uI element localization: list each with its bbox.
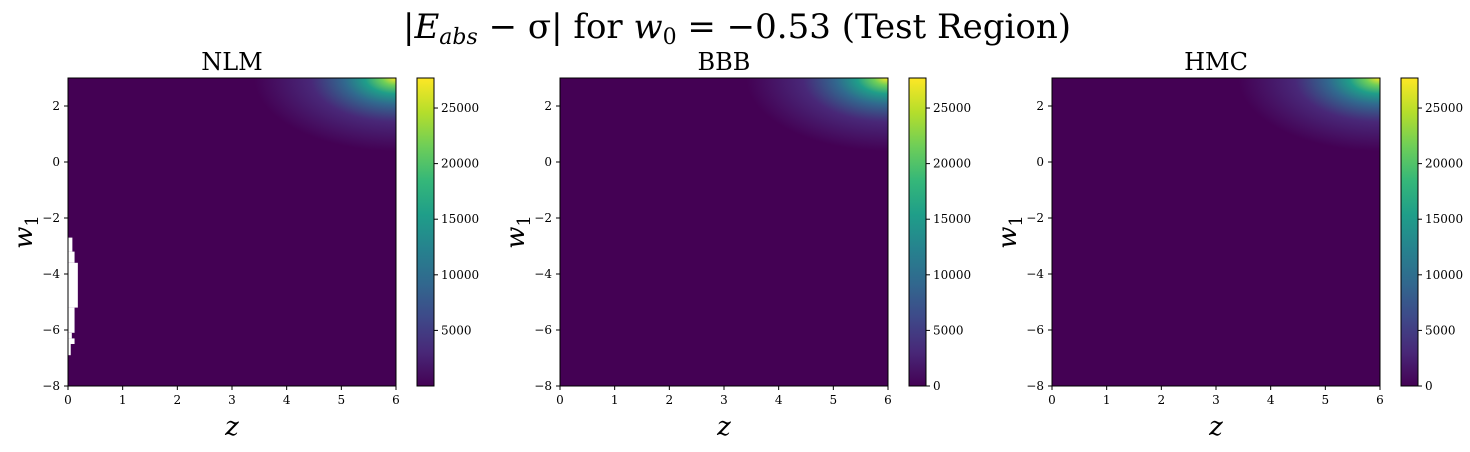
x-tick-label: 4 xyxy=(775,393,783,407)
colorbar-tick-label: 20000 xyxy=(933,157,971,171)
y-axis-label: w1 xyxy=(9,215,43,249)
colorbar-frame xyxy=(1400,77,1419,387)
x-tick-label: 1 xyxy=(119,393,127,407)
y-tick-label: 0 xyxy=(544,155,552,169)
colorbar-tick-label: 10000 xyxy=(441,268,479,282)
x-tick-label: 2 xyxy=(1158,393,1166,407)
x-tick-label: 5 xyxy=(830,393,838,407)
colorbar-frame xyxy=(416,77,435,387)
nan-patch xyxy=(68,262,78,308)
x-tick-label: 1 xyxy=(611,393,619,407)
x-tick-label: 3 xyxy=(1212,393,1220,407)
x-tick-label: 4 xyxy=(1267,393,1275,407)
heatmap-peak-region xyxy=(560,78,888,386)
nan-patch xyxy=(68,251,75,263)
colorbar-tick-label: 25000 xyxy=(933,101,971,115)
colorbar-tick-label: 0 xyxy=(1425,379,1433,393)
nan-patch xyxy=(68,237,73,252)
colorbar-tick-label: 25000 xyxy=(441,101,479,115)
panel-nlm: NLM 0 1 2 3 4 5 6 −8 −6 −4 −2 0 2 z w1 5000 10000 15000 200… xyxy=(9,48,479,442)
panel-title: BBB xyxy=(698,48,751,76)
y-tick-label: 0 xyxy=(52,155,60,169)
x-tick-label: 6 xyxy=(1376,393,1384,407)
nan-patch xyxy=(68,344,71,356)
y-tick-label: 2 xyxy=(1036,99,1044,113)
x-tick-label: 6 xyxy=(392,393,400,407)
nan-patch xyxy=(68,332,72,339)
colorbar-tick-label: 5000 xyxy=(1425,323,1456,337)
nan-patch xyxy=(68,307,75,333)
nan-patch xyxy=(68,338,75,344)
x-tick-label: 0 xyxy=(1048,393,1056,407)
x-tick-label: 4 xyxy=(283,393,291,407)
x-tick-label: 2 xyxy=(174,393,182,407)
colorbar xyxy=(909,78,926,386)
x-axis-label: z xyxy=(716,412,731,442)
panel-title: HMC xyxy=(1184,48,1248,76)
y-axis-label: w1 xyxy=(993,215,1027,249)
colorbar-tick-label: 15000 xyxy=(1425,212,1463,226)
x-tick-label: 3 xyxy=(720,393,728,407)
panel-hmc: HMC 0 1 2 3 4 5 6 −8 −6 −4 −2 0 2 z w1 0 5000 10000 15000 20… xyxy=(993,48,1463,442)
colorbar-frame xyxy=(908,77,927,387)
heatmap-peak-region xyxy=(68,78,396,386)
y-tick-label: −6 xyxy=(1026,323,1044,337)
y-tick-label: 2 xyxy=(52,99,60,113)
y-tick-label: −6 xyxy=(42,323,60,337)
x-axis-label: z xyxy=(1208,412,1223,442)
x-tick-label: 1 xyxy=(1103,393,1111,407)
y-tick-label: −4 xyxy=(42,267,60,281)
x-tick-label: 2 xyxy=(666,393,674,407)
colorbar-tick-label: 10000 xyxy=(1425,268,1463,282)
y-tick-label: 2 xyxy=(544,99,552,113)
colorbar xyxy=(1401,78,1418,386)
y-axis-label: w1 xyxy=(501,215,535,249)
y-tick-label: −2 xyxy=(534,211,552,225)
colorbar-tick-label: 15000 xyxy=(933,212,971,226)
colorbar xyxy=(417,78,434,386)
y-tick-label: −8 xyxy=(534,379,552,393)
y-tick-label: −4 xyxy=(1026,267,1044,281)
panel-bbb: BBB 0 1 2 3 4 5 6 −8 −6 −4 −2 0 2 z w1 0 5000 10000 15000 20… xyxy=(501,48,971,442)
colorbar-tick-label: 5000 xyxy=(933,323,964,337)
x-tick-label: 3 xyxy=(228,393,236,407)
y-tick-label: −6 xyxy=(534,323,552,337)
x-tick-label: 0 xyxy=(64,393,72,407)
x-axis-label: z xyxy=(224,412,239,442)
colorbar-tick-label: 5000 xyxy=(441,323,472,337)
x-tick-label: 5 xyxy=(1322,393,1330,407)
colorbar-tick-label: 20000 xyxy=(441,157,479,171)
x-tick-label: 6 xyxy=(884,393,892,407)
colorbar-tick-label: 20000 xyxy=(1425,157,1463,171)
y-tick-label: 0 xyxy=(1036,155,1044,169)
colorbar-tick-label: 25000 xyxy=(1425,101,1463,115)
heatmap-peak-region xyxy=(1052,78,1380,386)
y-tick-label: −2 xyxy=(1026,211,1044,225)
panel-title: NLM xyxy=(201,48,263,76)
y-tick-label: −4 xyxy=(534,267,552,281)
y-tick-label: −8 xyxy=(1026,379,1044,393)
colorbar-tick-label: 10000 xyxy=(933,268,971,282)
x-tick-label: 0 xyxy=(556,393,564,407)
colorbar-tick-label: 15000 xyxy=(441,212,479,226)
y-tick-label: −8 xyxy=(42,379,60,393)
y-tick-label: −2 xyxy=(42,211,60,225)
colorbar-tick-label: 0 xyxy=(933,379,941,393)
x-tick-label: 5 xyxy=(338,393,346,407)
figure-title: |Eabs − σ| for w0 = −0.53 (Test Region) xyxy=(403,7,1071,50)
